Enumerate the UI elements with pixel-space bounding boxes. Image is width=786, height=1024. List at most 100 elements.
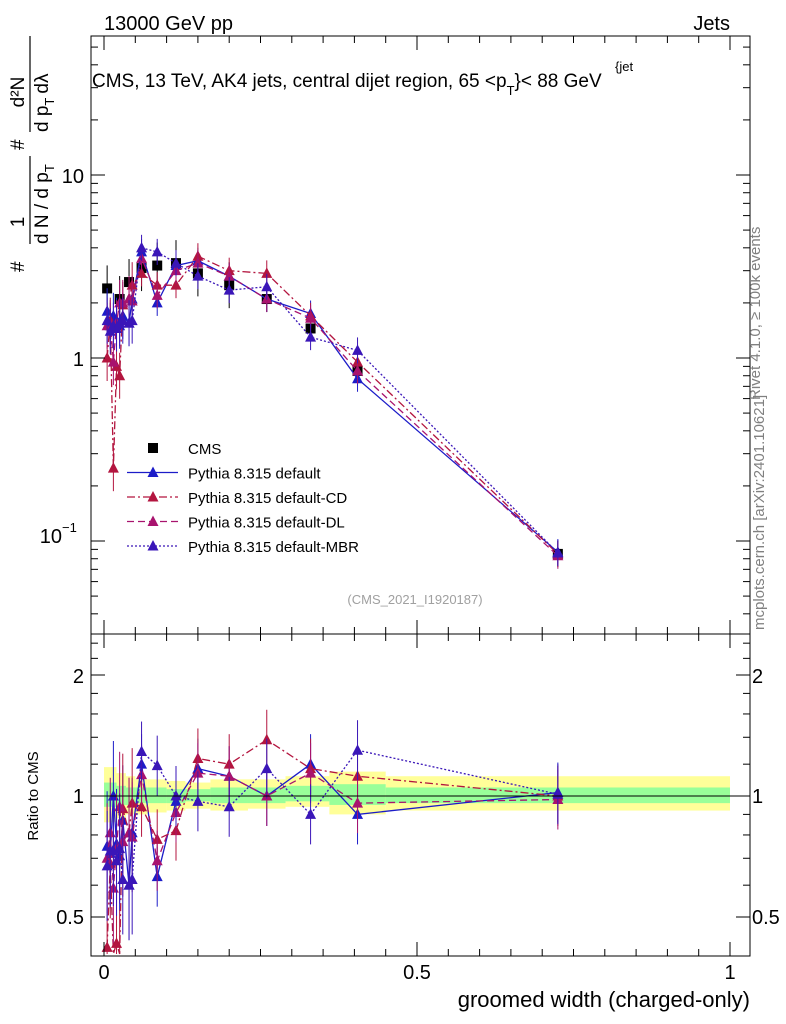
data-point <box>192 270 204 281</box>
ratio-point <box>192 795 204 806</box>
y-ratio-tick-0p5: 0.5 <box>56 907 84 929</box>
x-tick-0: 0 <box>98 962 109 984</box>
y-main-frac1-den: d N / d pT <box>32 164 57 244</box>
band-inner-segment <box>116 785 126 805</box>
data-point <box>107 356 119 367</box>
band-inner-segment <box>285 785 330 802</box>
y-ratio-tick-0p5-right: 0.5 <box>752 907 780 929</box>
y-main-frac1-den-text: d N / d p <box>32 172 53 244</box>
data-point <box>305 312 317 323</box>
legend-label: Pythia 8.315 default <box>188 466 321 483</box>
plot-title: CMS, 13 TeV, AK4 jets, central dijet reg… <box>92 71 602 98</box>
y-main-frac2-den-a: d p <box>32 106 53 132</box>
data-point <box>261 280 273 292</box>
ratio-point <box>151 854 163 866</box>
energy-label: 13000 GeV pp <box>104 13 233 35</box>
ratio-point <box>170 790 182 801</box>
ratio-line <box>106 738 558 955</box>
y-ratio-tick-1: 1 <box>73 786 84 808</box>
y-ratio-tick-2-right: 2 <box>752 666 763 688</box>
legend-marker-square <box>148 443 158 453</box>
ratio-frame <box>90 633 751 957</box>
axis-ticks <box>91 36 750 956</box>
ratio-point <box>352 744 364 755</box>
data-point <box>101 352 113 363</box>
ratio-point <box>136 745 148 757</box>
ratio-point <box>101 941 113 952</box>
y-ratio-label: Ratio to CMS <box>25 751 42 840</box>
y-main-frac1-num: 1 <box>8 217 29 228</box>
data-point <box>223 284 235 295</box>
data-point <box>126 314 138 326</box>
data-point <box>114 369 126 381</box>
y-main-tick-0p1-base: 10 <box>40 526 62 548</box>
y-main-frac2-den-sub: T <box>42 98 57 106</box>
data-point <box>151 245 163 257</box>
ratio-point <box>352 797 364 808</box>
series-line <box>106 255 559 555</box>
legend-entry: Pythia 8.315 default-CD <box>127 490 347 507</box>
plot-title-main: CMS, 13 TeV, AK4 jets, central dijet reg… <box>92 71 507 92</box>
data-point <box>192 257 204 268</box>
main-series-layer <box>101 234 564 569</box>
ratio-point <box>305 767 317 778</box>
series-pythia-8-315-default-mbr <box>101 234 564 566</box>
category-label: Jets <box>693 13 730 35</box>
ratio-point <box>223 800 235 812</box>
data-point <box>552 546 564 558</box>
x-tick-1: 1 <box>724 962 735 984</box>
ratio-point <box>223 770 235 781</box>
legend-marker-triangle <box>147 466 159 477</box>
analysis-id: (CMS_2021_I1920187) <box>347 592 482 607</box>
ratio-line <box>106 749 558 887</box>
side-label-top: Rivet 4.1.0, ≥ 100k events <box>747 227 764 400</box>
y-ratio-tick-2: 2 <box>73 666 84 688</box>
legend-entry: Pythia 8.315 default-MBR <box>127 539 359 556</box>
ratio-series-pythia-8-315-default-mbr <box>101 720 564 941</box>
ratio-point <box>305 808 317 819</box>
data-point <box>261 267 273 278</box>
data-point <box>352 344 364 355</box>
x-axis-label: groomed width (charged-only) <box>458 987 750 1012</box>
series-line <box>106 251 559 553</box>
data-point <box>305 331 317 342</box>
data-point <box>151 289 163 300</box>
y-main-tick-1: 1 <box>73 349 84 371</box>
series-line <box>106 256 559 557</box>
x-tick-0p5: 0.5 <box>403 962 431 984</box>
plot-title-sup: {jet <box>615 59 633 74</box>
legend-entry: Pythia 8.315 default <box>127 466 321 483</box>
legend-entry: CMS <box>148 441 221 458</box>
ratio-point <box>126 873 138 884</box>
y-main-frac2-den: d pTdλ <box>32 73 57 132</box>
legend: CMS Pythia 8.315 default Pythia 8.315 defa… <box>127 441 359 556</box>
ratio-point <box>151 759 163 771</box>
data-point <box>136 241 148 253</box>
y-ratio-tick-1-right: 1 <box>752 786 763 808</box>
ratio-series-layer <box>101 709 564 955</box>
legend-label: CMS <box>188 441 221 458</box>
data-point <box>136 267 148 278</box>
series-line <box>106 247 559 554</box>
legend-marker-triangle <box>147 491 159 502</box>
plot-title-sub: T <box>507 83 515 98</box>
legend-entry: Pythia 8.315 default-DL <box>127 515 345 532</box>
y-main-label: # 1 d N / d pT # d²N d pTdλ <box>8 36 57 272</box>
ratio-point <box>117 873 129 884</box>
ratio-series-pythia-8-315-default-cd <box>101 709 564 955</box>
data-point <box>352 364 364 376</box>
legend-label: Pythia 8.315 default-DL <box>188 515 345 532</box>
ratio-point <box>261 762 273 774</box>
legend-label: Pythia 8.315 default-CD <box>188 490 347 507</box>
y-main-frac2-den-b: dλ <box>32 73 53 94</box>
ratio-series-pythia-8-315-default <box>101 734 564 941</box>
data-point <box>117 314 129 326</box>
y-main-frac1-den-sub: T <box>42 164 57 172</box>
side-label-bottom: mcplots.cern.ch [arXiv:2401.10621] <box>751 395 768 630</box>
data-point <box>223 270 235 281</box>
data-point <box>170 257 182 268</box>
y-main-tick-0p1-power: −1 <box>62 520 77 535</box>
data-point <box>107 462 119 473</box>
y-main-tick-10: 10 <box>62 166 84 188</box>
